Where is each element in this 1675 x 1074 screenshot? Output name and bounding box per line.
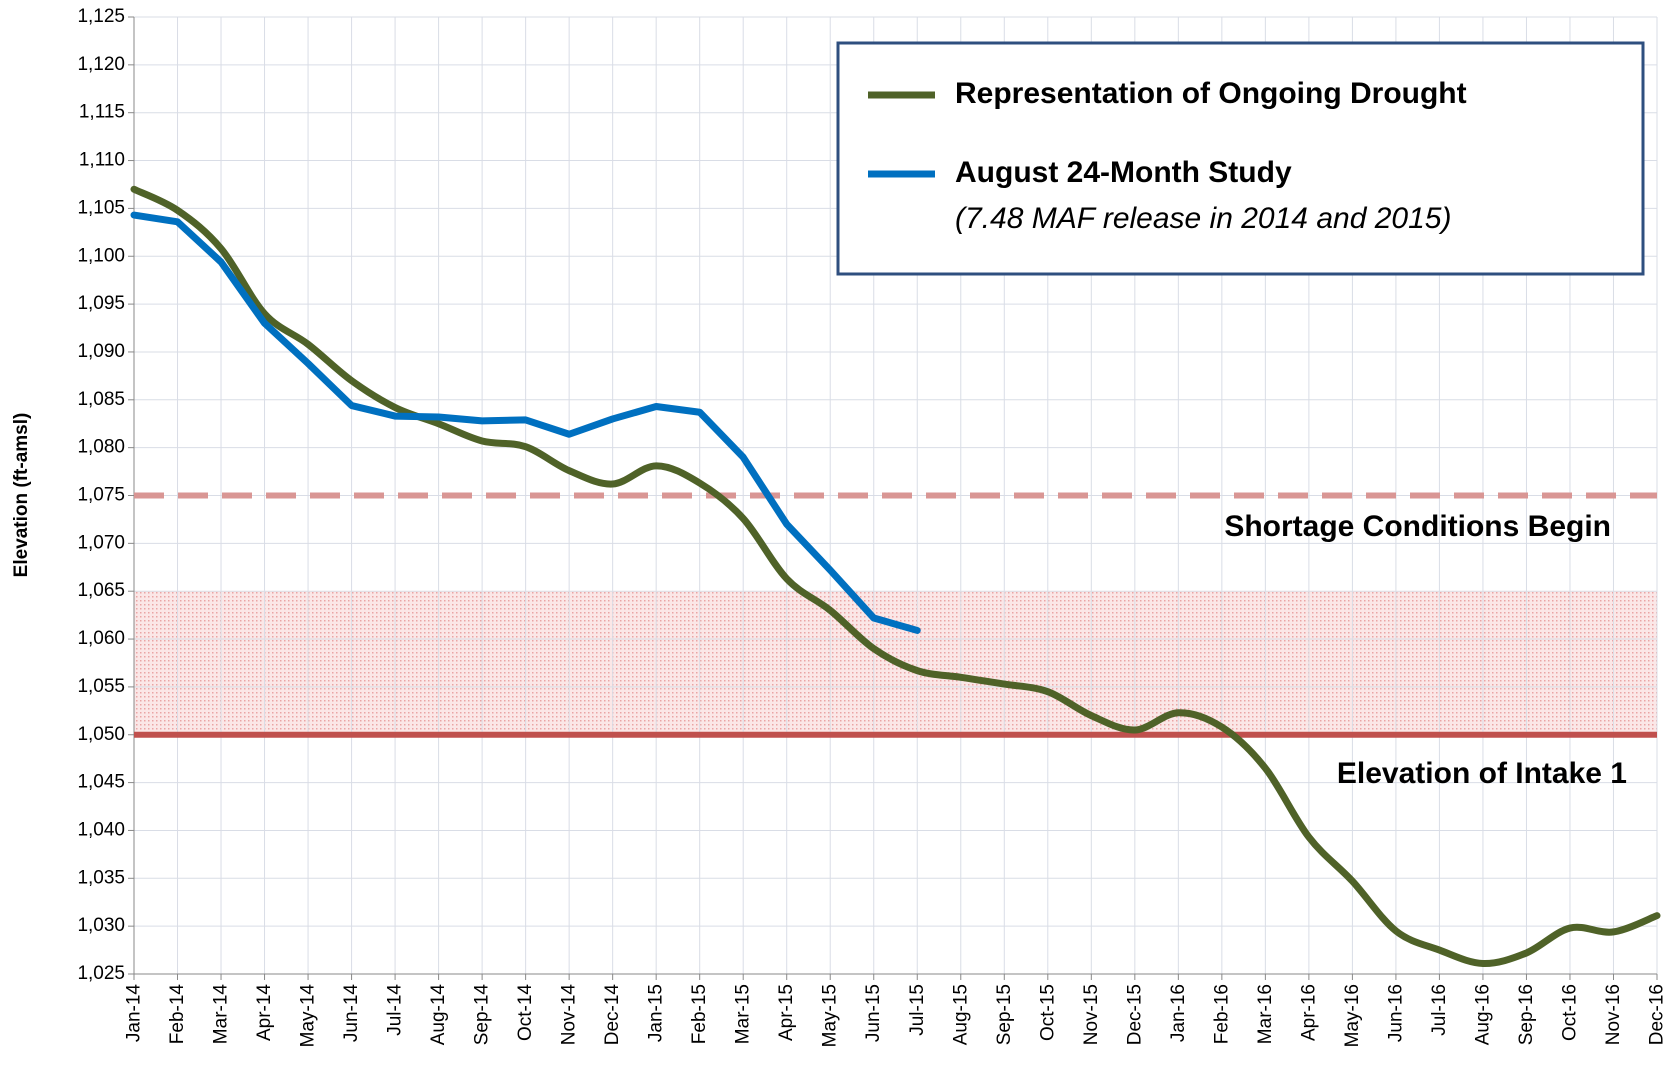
legend-label: Representation of Ongoing Drought	[955, 77, 1467, 110]
series-line	[130, 211, 921, 634]
y-tick-label: 1,125	[77, 6, 125, 27]
y-tick-label: 1,080	[77, 437, 125, 458]
x-tick-label: Jan-16	[1168, 984, 1189, 1042]
y-tick-label: 1,110	[79, 150, 125, 171]
x-tick-label: Jan-14	[124, 984, 145, 1043]
x-tick-label: Apr-14	[254, 984, 275, 1041]
x-tick-label: Sep-15	[994, 984, 1015, 1045]
y-tick-label: 1,055	[77, 676, 125, 697]
x-tick-label: Sep-16	[1516, 984, 1537, 1045]
x-tick-label: Feb-14	[167, 984, 188, 1045]
annotation: Elevation of Intake 1	[1337, 757, 1627, 790]
x-tick-label: Oct-15	[1037, 984, 1058, 1041]
x-tick-label: Jun-14	[341, 984, 362, 1043]
series-line	[130, 185, 1661, 967]
x-tick-label: Sep-14	[472, 984, 493, 1046]
x-tick-label: Mar-14	[211, 984, 232, 1045]
legend-note: (7.48 MAF release in 2014 and 2015)	[955, 202, 1451, 235]
legend-label: August 24-Month Study	[955, 156, 1292, 189]
y-axis-label: Elevation (ft-amsl)	[11, 413, 32, 578]
x-tick-label: Jul-16	[1429, 984, 1450, 1036]
x-tick-label: Jun-16	[1385, 984, 1406, 1042]
x-tick-label: Nov-16	[1603, 984, 1624, 1045]
x-tick-label: Jan-15	[646, 984, 667, 1042]
x-tick-label: Aug-16	[1472, 984, 1493, 1045]
x-tick-label: Apr-15	[776, 984, 797, 1041]
y-tick-label: 1,030	[77, 915, 125, 936]
y-tick-label: 1,100	[77, 245, 125, 266]
x-tick-label: Aug-14	[428, 984, 449, 1046]
x-tick-label: May-14	[298, 984, 319, 1048]
y-tick-label: 1,025	[77, 963, 125, 984]
x-tick-label: Feb-16	[1211, 984, 1232, 1044]
y-tick-label: 1,060	[77, 628, 125, 649]
y-tick-label: 1,040	[77, 819, 125, 840]
x-tick-label: Jul-15	[907, 984, 928, 1036]
y-tick-label: 1,050	[77, 724, 125, 745]
y-tick-label: 1,045	[77, 772, 125, 793]
x-tick-label: May-16	[1342, 984, 1363, 1047]
y-tick-label: 1,070	[77, 532, 125, 553]
x-tick-label: Oct-14	[515, 984, 536, 1041]
x-tick-label: Oct-16	[1559, 984, 1580, 1041]
x-tick-label: Mar-15	[733, 984, 754, 1044]
y-tick-label: 1,075	[77, 485, 125, 506]
x-tick-label: Dec-15	[1124, 984, 1145, 1045]
x-tick-label: Feb-15	[689, 984, 710, 1044]
x-tick-label: May-15	[820, 984, 841, 1047]
y-tick-label: 1,095	[77, 293, 125, 314]
x-tick-label: Apr-16	[1298, 984, 1319, 1041]
y-tick-label: 1,105	[77, 197, 125, 218]
y-tick-label: 1,035	[77, 867, 125, 888]
x-tick-label: Aug-15	[950, 984, 971, 1045]
x-tick-label: Dec-16	[1647, 984, 1668, 1045]
annotation: Shortage Conditions Begin	[1224, 510, 1611, 543]
y-tick-label: 1,120	[77, 54, 125, 75]
y-tick-label: 1,085	[77, 389, 125, 410]
x-tick-label: Dec-14	[602, 984, 623, 1046]
x-tick-label: Nov-15	[1081, 984, 1102, 1045]
y-tick-label: 1,115	[79, 102, 125, 123]
legend-box	[836, 41, 1645, 276]
x-tick-label: Jul-14	[385, 984, 406, 1036]
y-tick-label: 1,090	[77, 341, 125, 362]
x-tick-label: Jun-15	[863, 984, 884, 1042]
x-tick-label: Mar-16	[1255, 984, 1276, 1044]
y-tick-label: 1,065	[77, 580, 125, 601]
x-tick-label: Nov-14	[559, 984, 580, 1046]
